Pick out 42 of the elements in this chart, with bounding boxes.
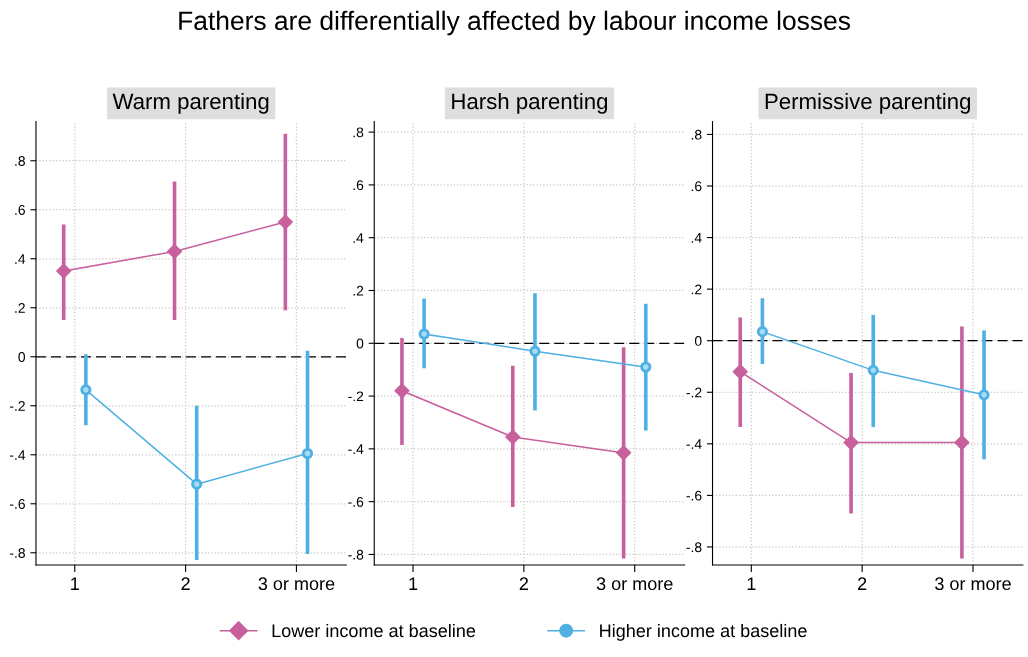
y-tick-label: .8 [691, 129, 702, 140]
y-tick-label: -.2 [9, 401, 25, 411]
y-tick-label: .6 [15, 205, 25, 215]
y-tick-label: -.4 [348, 444, 364, 454]
x-tick-label: 3 or more [596, 577, 673, 591]
y-tick-label: .4 [15, 254, 26, 264]
legend-label: Lower income at baseline [272, 623, 476, 638]
y-tick-label: -.8 [348, 549, 364, 560]
x-tick-label: 2 [181, 577, 190, 590]
y-tick-label: .6 [691, 181, 702, 192]
y-tick-label: -.6 [348, 497, 364, 507]
x-tick-label: 1 [409, 577, 418, 590]
y-tick-label: -.8 [9, 548, 25, 558]
y-tick-label: .2 [353, 285, 364, 296]
x-tick-label: 3 or more [935, 577, 1011, 591]
y-tick-label: .4 [691, 233, 702, 243]
x-tick-label: 2 [858, 577, 867, 590]
y-tick-label: -.4 [9, 450, 26, 460]
y-tick-label: 0 [18, 352, 26, 362]
y-tick-label: -.2 [348, 391, 364, 402]
y-tick-label: -.6 [686, 490, 702, 501]
y-tick-label: 0 [694, 336, 702, 346]
x-tick-label: 1 [71, 577, 79, 590]
y-tick-label: .8 [15, 156, 25, 166]
y-tick-label: -.2 [686, 387, 702, 398]
y-tick-label: -.8 [686, 542, 702, 553]
y-tick-label: .2 [15, 303, 25, 313]
legend-label: Higher income at baseline [600, 623, 807, 641]
y-tick-label: .6 [353, 180, 364, 191]
chart-title: Harsh parenting [452, 92, 608, 114]
x-tick-label: 1 [747, 577, 756, 590]
x-tick-label: 3 or more [258, 577, 335, 591]
y-tick-label: -.4 [686, 439, 702, 449]
y-tick-label: .2 [691, 284, 702, 295]
y-tick-label: 0 [356, 338, 364, 349]
text: Fathers are differentially affected by labour income losses [179, 10, 850, 36]
chart-title: Permissive parenting [765, 92, 971, 114]
chart-title: Warm parenting [112, 92, 269, 114]
y-tick-label: .8 [353, 127, 364, 138]
y-tick-label: -.6 [9, 499, 25, 509]
x-tick-label: 2 [519, 577, 528, 590]
y-tick-label: .4 [353, 233, 364, 243]
